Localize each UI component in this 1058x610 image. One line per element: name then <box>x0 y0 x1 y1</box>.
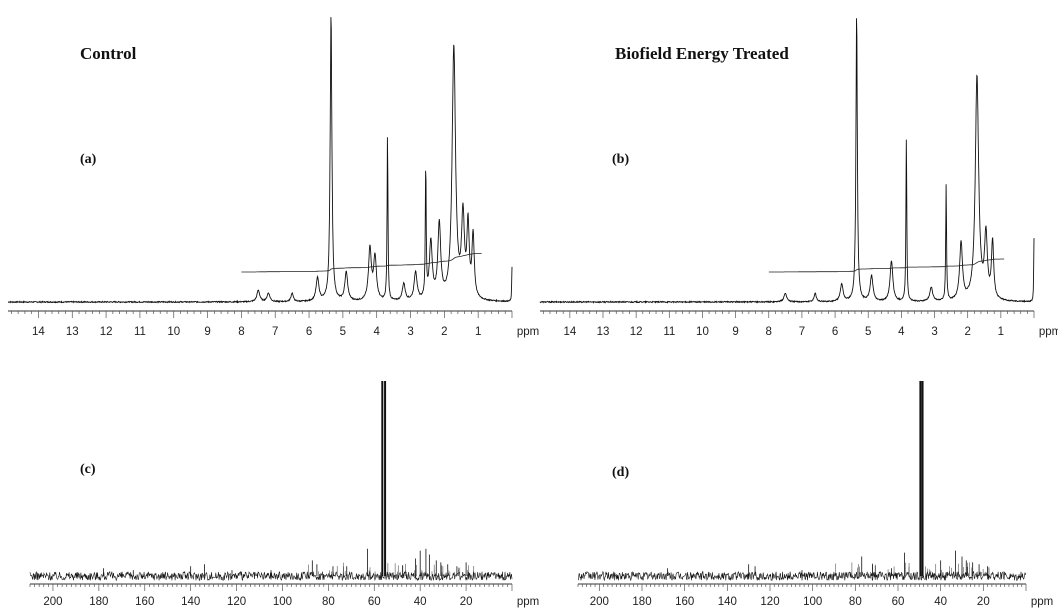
tick-label: 200 <box>43 596 62 608</box>
integration-curve <box>241 252 482 273</box>
tick-label: 20 <box>977 596 990 608</box>
tick-label: 3 <box>931 326 937 338</box>
tick-label: 2 <box>441 326 447 338</box>
axis-unit-label: ppm <box>1031 596 1053 608</box>
tick-label: 6 <box>306 326 312 338</box>
tick-label: 7 <box>799 326 805 338</box>
tick-label: 4 <box>373 326 380 338</box>
panel-label-b: (b) <box>612 152 630 167</box>
tick-label: 140 <box>718 596 737 608</box>
axis-unit-label: ppm <box>517 326 539 338</box>
tick-label: 13 <box>66 326 79 338</box>
control-header: Control <box>80 44 137 63</box>
tick-label: 180 <box>632 596 651 608</box>
tick-label: 11 <box>134 326 146 338</box>
spectrum-trace-c <box>29 570 513 582</box>
spectrum-trace-a <box>7 17 513 304</box>
spectrum-trace-b <box>539 18 1035 304</box>
tick-label: 160 <box>675 596 694 608</box>
treated-header: Biofield Energy Treated <box>615 44 789 63</box>
tick-label: 120 <box>227 596 246 608</box>
tick-label: 12 <box>630 326 643 338</box>
panel-label-a: (a) <box>80 152 97 167</box>
tick-label: 40 <box>414 596 427 608</box>
tick-label: 5 <box>865 326 871 338</box>
tick-label: 160 <box>135 596 154 608</box>
tick-label: 4 <box>898 326 905 338</box>
tick-label: 1 <box>998 326 1004 338</box>
tick-label: 11 <box>663 326 675 338</box>
tick-label: 180 <box>89 596 108 608</box>
axis-unit-label: ppm <box>1039 326 1058 338</box>
tick-label: 8 <box>238 326 244 338</box>
tick-label: 60 <box>892 596 905 608</box>
tick-label: 200 <box>590 596 609 608</box>
tick-label: 10 <box>696 326 709 338</box>
integration-curve <box>768 258 1005 273</box>
tick-label: 13 <box>597 326 610 338</box>
tick-label: 5 <box>340 326 346 338</box>
tick-label: 14 <box>32 326 45 338</box>
axis-unit-label: ppm <box>517 596 539 608</box>
tick-label: 6 <box>832 326 838 338</box>
panel-label-d: (d) <box>612 465 630 480</box>
tick-label: 100 <box>273 596 292 608</box>
tick-label: 40 <box>934 596 947 608</box>
tick-label: 9 <box>732 326 738 338</box>
tick-label: 12 <box>100 326 113 338</box>
tick-label: 140 <box>181 596 200 608</box>
tick-label: 100 <box>803 596 822 608</box>
tick-label: 8 <box>766 326 772 338</box>
tick-label: 2 <box>964 326 970 338</box>
tick-label: 120 <box>760 596 779 608</box>
panel-label-c: (c) <box>80 462 96 477</box>
tick-label: 60 <box>368 596 381 608</box>
tick-label: 3 <box>407 326 413 338</box>
tick-label: 14 <box>563 326 576 338</box>
tick-label: 1 <box>475 326 481 338</box>
tick-label: 80 <box>322 596 335 608</box>
tick-label: 20 <box>460 596 473 608</box>
tick-label: 7 <box>272 326 278 338</box>
tick-label: 80 <box>849 596 862 608</box>
tick-label: 10 <box>167 326 180 338</box>
tick-label: 9 <box>204 326 210 338</box>
